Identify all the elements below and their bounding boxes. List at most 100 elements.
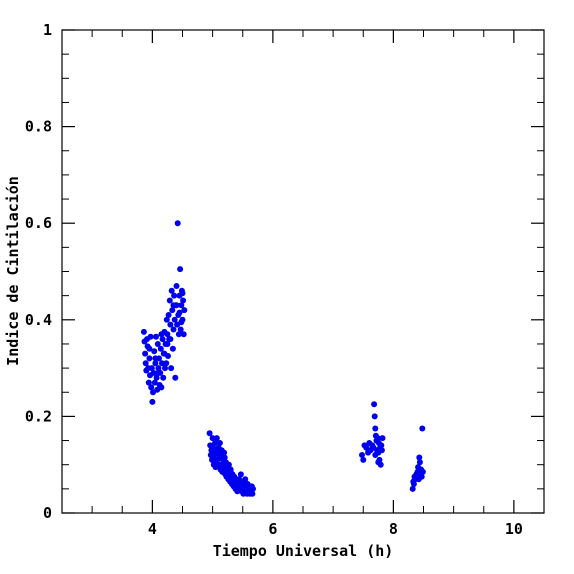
- data-points: [140, 220, 426, 497]
- scatter-point: [209, 435, 216, 442]
- scatter-point: [151, 348, 158, 355]
- scatter-point: [227, 468, 234, 475]
- scatter-point: [179, 290, 186, 297]
- scatter-point: [216, 440, 223, 446]
- scatter-point: [174, 220, 181, 227]
- scatter-point: [169, 345, 176, 352]
- scatter-point: [177, 326, 184, 333]
- y-tick-label: 0.4: [25, 311, 52, 329]
- scatter-point: [378, 442, 385, 449]
- y-tick-label: 0.2: [25, 407, 52, 425]
- scatter-point: [237, 471, 244, 478]
- scatter-point: [163, 360, 170, 367]
- scatter-point: [147, 333, 154, 340]
- scatter-point: [167, 321, 174, 328]
- x-tick-labels: 4 6 8 10: [148, 520, 523, 538]
- scatter-point: [150, 369, 157, 376]
- scatter-point: [155, 369, 162, 376]
- scatter-point: [171, 292, 178, 299]
- x-tick-label: 8: [389, 520, 398, 538]
- scatter-point: [212, 440, 218, 446]
- scatter-point: [210, 444, 217, 451]
- scatter-point: [167, 336, 174, 343]
- scatter-point: [142, 350, 149, 357]
- scatter-point: [153, 374, 160, 381]
- scatter-point: [224, 464, 231, 471]
- y-tick-labels: 0 0.2 0.4 0.6 0.8 1: [25, 21, 52, 522]
- scatter-point: [169, 307, 176, 314]
- scatter-point: [178, 302, 185, 309]
- scatter-point: [375, 459, 382, 466]
- plot-frame: [61, 29, 545, 514]
- scatter-point: [419, 468, 426, 475]
- scatter-point: [148, 384, 155, 391]
- scatter-point: [171, 316, 178, 323]
- scatter-point: [374, 435, 381, 442]
- scatter-point: [160, 374, 167, 381]
- scatter-point: [166, 297, 173, 304]
- y-tick-label: 0.8: [25, 118, 52, 136]
- scatter-point: [249, 490, 256, 497]
- x-tick-label: 4: [148, 520, 157, 538]
- scatter-point: [159, 336, 166, 343]
- minor-ticks: [61, 30, 545, 513]
- scatter-point: [149, 398, 156, 405]
- scatter-point: [372, 452, 379, 458]
- scatter-point: [416, 459, 423, 466]
- x-tick-label: 6: [268, 520, 277, 538]
- scatter-point: [159, 360, 165, 367]
- scatter-point: [213, 435, 220, 442]
- scatter-point: [177, 266, 184, 273]
- x-axis-label: Tiempo Universal (h): [213, 542, 394, 560]
- scatter-point: [410, 481, 417, 487]
- scatter-point: [146, 345, 153, 352]
- scatter-point: [172, 374, 179, 381]
- scatter-point: [168, 287, 175, 294]
- scatter-point: [170, 326, 177, 333]
- y-axis-label: Indice de Cintilación: [4, 176, 22, 366]
- y-tick-label: 0.6: [25, 214, 52, 232]
- scatter-point: [148, 365, 155, 372]
- scatter-point: [176, 309, 183, 316]
- scatter-point: [416, 454, 423, 461]
- scatter-point: [161, 350, 168, 357]
- scatter-point: [250, 485, 256, 492]
- scatter-point: [151, 379, 158, 386]
- scatter-point: [409, 485, 416, 492]
- scatter-point: [145, 379, 152, 386]
- scatter-point: [242, 476, 249, 483]
- scatter-point: [209, 452, 216, 458]
- scatter-point: [379, 435, 386, 442]
- scatter-point: [418, 473, 425, 480]
- major-ticks: [62, 29, 544, 514]
- scatter-point: [152, 360, 159, 367]
- scatter-point: [168, 365, 175, 372]
- scatter-point: [165, 312, 172, 318]
- x-tick-label: 10: [505, 520, 523, 538]
- scatter-point: [180, 331, 187, 338]
- scatter-point: [140, 328, 147, 335]
- scatter-point: [173, 283, 180, 289]
- scatter-point: [371, 401, 378, 408]
- scatter-point: [164, 341, 171, 347]
- scatter-point: [360, 456, 367, 463]
- scatter-point: [154, 341, 161, 347]
- scatter-point: [215, 444, 222, 451]
- scatter-point: [180, 297, 187, 304]
- scatter-point: [218, 461, 225, 468]
- scatter-point: [178, 319, 185, 326]
- scatter-point: [206, 430, 213, 437]
- y-tick-label: 0: [43, 504, 52, 522]
- scatter-point: [164, 331, 171, 338]
- scatter-point: [153, 333, 159, 340]
- scatter-point: [212, 456, 219, 463]
- scatter-point: [163, 316, 170, 323]
- scatter-point: [221, 449, 228, 456]
- scatter-point: [175, 331, 182, 338]
- scatter-point: [142, 360, 149, 367]
- scatter-point: [158, 384, 165, 391]
- scatter-point: [221, 454, 228, 461]
- scatter-point: [162, 365, 168, 372]
- scatter-point: [146, 355, 153, 362]
